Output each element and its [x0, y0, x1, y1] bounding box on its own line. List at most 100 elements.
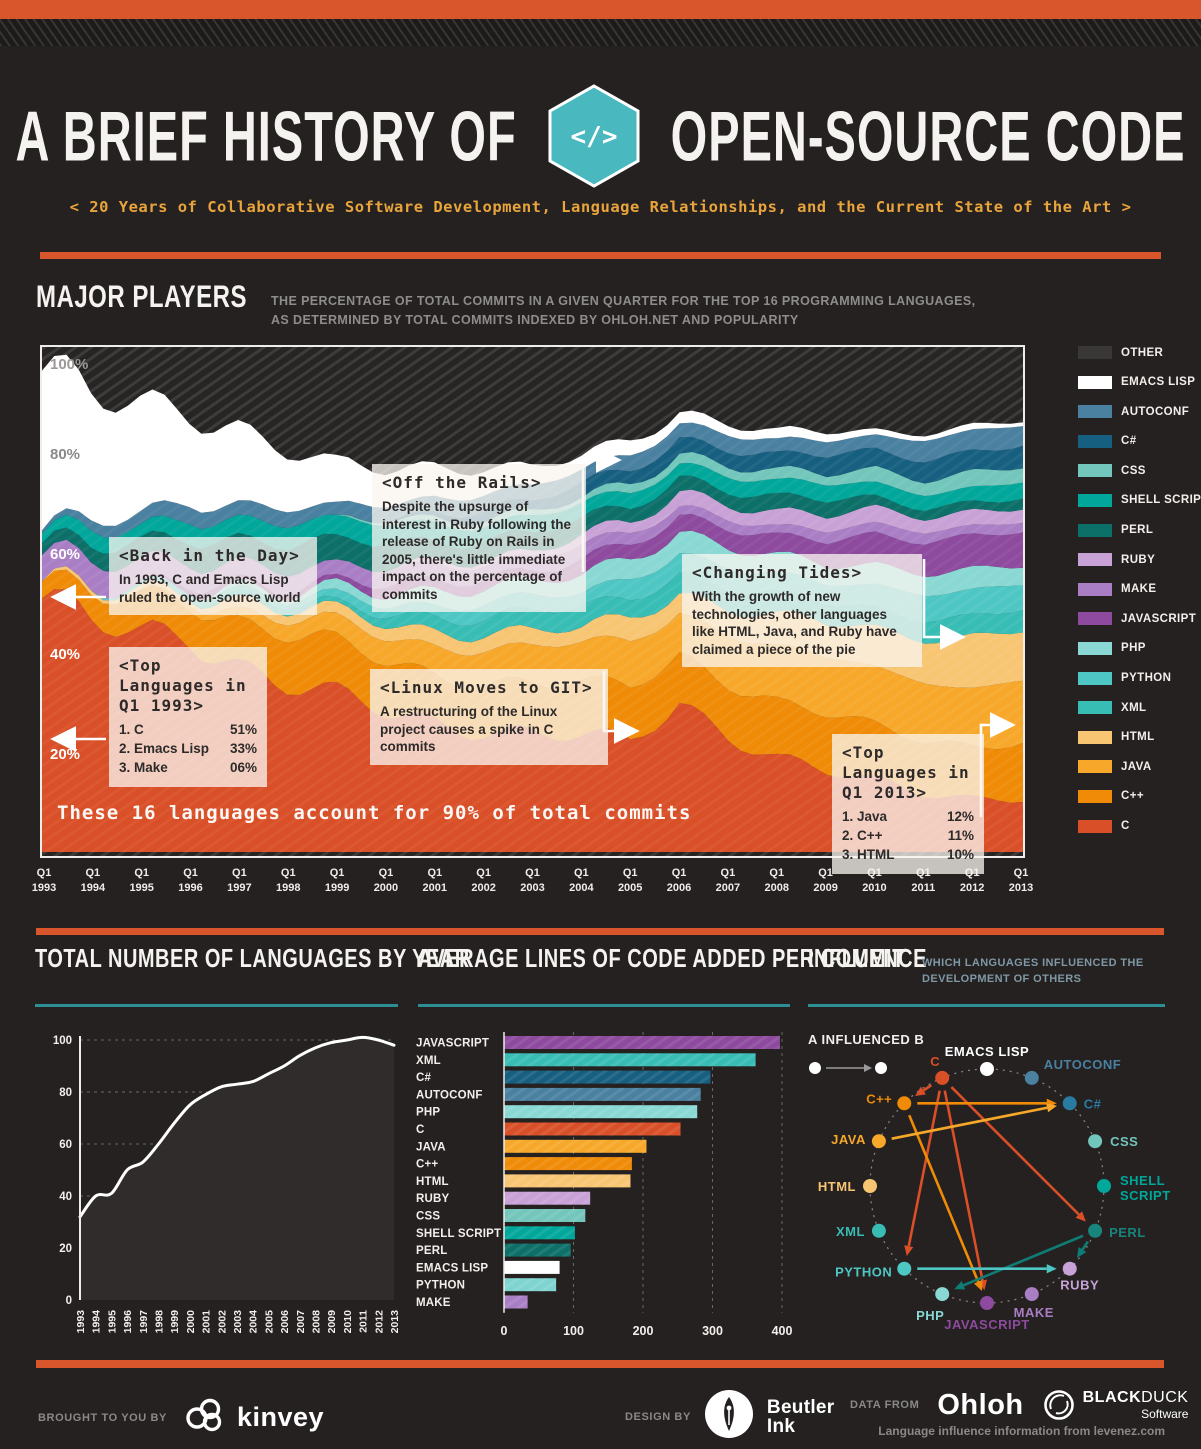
y-tick-label: 20 — [59, 1243, 72, 1255]
legend-item-python: PYTHON — [1078, 671, 1198, 685]
y-tick-label: 100% — [50, 356, 88, 373]
design-by-label: DESIGN BY — [625, 1410, 691, 1423]
x-tick-2009: 2009 — [326, 1310, 338, 1334]
legend-label: MAKE — [1121, 583, 1157, 596]
node-c++ — [897, 1096, 912, 1111]
node-label: JAVASCRIPT — [944, 1317, 1029, 1332]
ohloh-wordmark: Ohloh — [937, 1388, 1024, 1421]
bar-label-c-: C# — [416, 1072, 432, 1084]
legend-label: OTHER — [1121, 346, 1164, 359]
influence-source-note: Language influence information from leve… — [878, 1424, 1165, 1438]
x-tick-2005: Q1 2005 — [617, 867, 643, 894]
title-right: OPEN-SOURCE CODE — [670, 95, 1186, 176]
node-autoconf — [1024, 1070, 1039, 1085]
node-label: AUTOCONF — [1044, 1057, 1121, 1072]
languages-by-year-divider — [35, 1004, 398, 1007]
bar-label-c-: C++ — [416, 1159, 438, 1171]
data-from-label: DATA FROM — [850, 1399, 920, 1411]
node-c — [935, 1070, 950, 1085]
edge-c-to-c++ — [915, 1084, 933, 1097]
legend-item-other: OTHER — [1078, 346, 1198, 359]
legend-label: JAVASCRIPT — [1121, 612, 1197, 625]
bar-label-c: C — [416, 1124, 425, 1136]
influence-network-chart: EMACS LISP AUTOCONF C# CSS SHELL SCRIPT PERL RU… — [808, 1032, 1170, 1332]
x-tick-1993: 1993 — [75, 1310, 87, 1334]
x-tick-1999: 1999 — [169, 1310, 181, 1334]
x-tick-2007: Q1 2007 — [715, 867, 741, 894]
x-tick-2004: Q1 2004 — [569, 867, 594, 894]
annotation-linux-git: <Linux Moves to GIT> A restructuring of … — [370, 669, 608, 765]
bar-label-make: MAKE — [416, 1297, 451, 1309]
chart-footnote: These 16 languages account for 90% of to… — [57, 802, 692, 824]
legend-swatch — [1078, 375, 1112, 389]
annotation-back-in-the-day: <Back in the Day> In 1993, C and Emacs L… — [109, 537, 317, 616]
x-tick-2000: 2000 — [185, 1310, 197, 1334]
influence-legend-label: A INFLUENCED B — [808, 1032, 924, 1047]
bar-label-javascript: JAVASCRIPT — [416, 1038, 489, 1050]
node-label: CSS — [1110, 1134, 1138, 1149]
legend-swatch — [1078, 701, 1112, 715]
bar-label-ruby: RUBY — [416, 1193, 450, 1205]
top-orange-bar — [0, 0, 1201, 19]
code-hexagon-icon: </> — [547, 83, 641, 188]
legend-swatch — [1078, 553, 1112, 567]
legend-label: CSS — [1121, 464, 1146, 477]
kinvey-wordmark: kinvey — [236, 1402, 325, 1432]
legend-swatch — [1078, 434, 1112, 448]
node-label: C — [930, 1054, 940, 1069]
x-tick-1996: Q1 1996 — [178, 867, 203, 894]
edge-perl-to-php — [954, 1234, 1084, 1290]
node-label: EMACS LISP — [945, 1044, 1029, 1059]
node-label: C++ — [866, 1091, 892, 1106]
y-tick-label: 40 — [59, 1191, 72, 1203]
blackduck-logo: BLACKDUCK Software — [1042, 1388, 1188, 1422]
node-make — [1024, 1287, 1039, 1302]
legend-label: C — [1121, 820, 1130, 832]
avg-lines-divider — [418, 1004, 790, 1007]
kinvey-logo-icon — [183, 1396, 229, 1439]
legend-label: RUBY — [1121, 553, 1156, 566]
annotation-arrow — [922, 559, 966, 650]
legend-item-autoconf: AUTOCONF — [1078, 405, 1198, 419]
beutler-ink-wordmark: Beutler Ink — [766, 1396, 835, 1437]
legend-swatch — [1078, 730, 1112, 744]
annotation-changing-tides: <Changing Tides> With the growth of new … — [682, 554, 922, 668]
legend-item-perl: PERL — [1078, 523, 1198, 537]
x-tick-200: 200 — [633, 1324, 654, 1338]
legend-label: EMACS LISP — [1121, 376, 1196, 389]
x-tick-100: 100 — [563, 1324, 584, 1338]
bar-label-autoconf: AUTOCONF — [416, 1089, 483, 1101]
x-tick-2000: Q1 2000 — [373, 867, 399, 894]
blackduck-swirl-icon — [1043, 1390, 1074, 1420]
node-label: PYTHON — [835, 1265, 892, 1280]
legend-item-c-: C++ — [1078, 789, 1198, 803]
legend-swatch — [1078, 612, 1112, 626]
legend-item-html: HTML — [1078, 730, 1198, 744]
node-label: XML — [836, 1224, 865, 1239]
x-tick-1995: 1995 — [106, 1310, 118, 1334]
node-xml — [871, 1223, 886, 1238]
influence-subtitle: WHICH LANGUAGES INFLUENCED THE DEVELOPME… — [922, 957, 1144, 985]
x-tick-2001: 2001 — [201, 1310, 213, 1334]
influence-panel-title: INFLUENCE — [808, 945, 927, 974]
bar-label-xml: XML — [416, 1055, 441, 1067]
node-javascript — [980, 1296, 994, 1310]
x-tick-2006: Q1 2006 — [666, 867, 692, 894]
y-tick-label: 80 — [59, 1087, 72, 1099]
x-tick-2004: 2004 — [248, 1310, 260, 1334]
x-tick-1997: 1997 — [138, 1310, 150, 1334]
node-html — [863, 1179, 877, 1193]
legend-item-java: JAVA — [1078, 760, 1198, 774]
stacked-chart-legend: OTHER EMACS LISP AUTOCONF C# CSS SHELL SCRIPT… — [1078, 346, 1201, 849]
legend-swatch — [1078, 582, 1112, 596]
x-tick-1998: 1998 — [154, 1310, 166, 1334]
x-tick-300: 300 — [702, 1324, 723, 1338]
x-tick-2003: Q1 2003 — [520, 867, 545, 894]
y-tick-label: 20% — [50, 746, 80, 763]
x-tick-0: 0 — [501, 1324, 508, 1338]
bar-label-php: PHP — [416, 1107, 440, 1119]
subtitle: < 20 Years of Collaborative Software Dev… — [69, 198, 1132, 216]
edge-c++-to-javascript — [908, 1114, 983, 1291]
